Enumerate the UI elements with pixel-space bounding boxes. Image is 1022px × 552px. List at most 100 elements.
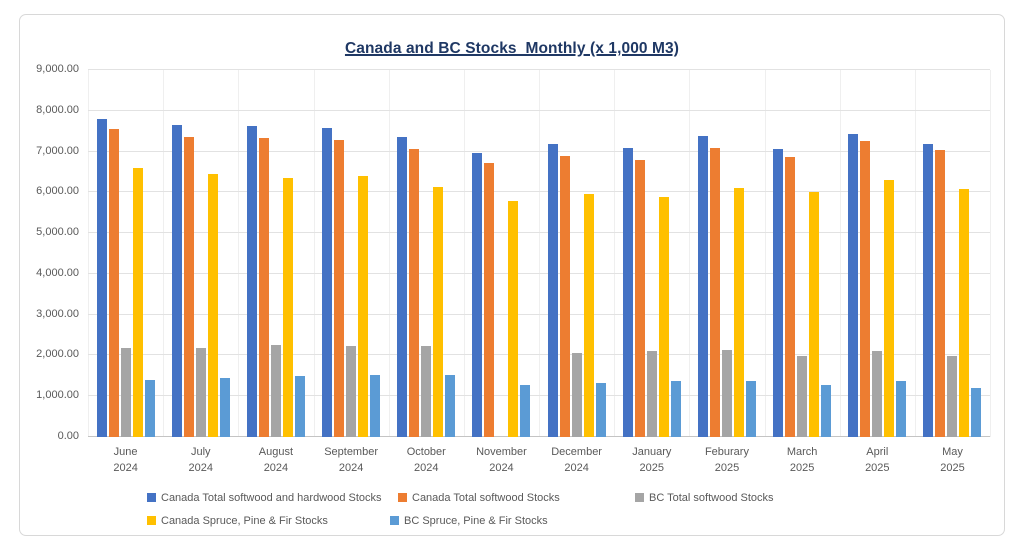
x-axis-label: November 2024 xyxy=(464,444,539,476)
gridline xyxy=(88,272,990,274)
month-label: Feburary xyxy=(704,446,749,458)
gridline xyxy=(88,395,990,397)
bar xyxy=(270,344,281,437)
gridline xyxy=(88,109,990,111)
vertical-gridline xyxy=(539,70,540,437)
gridline xyxy=(88,69,990,70)
vertical-gridline xyxy=(463,70,465,437)
bar xyxy=(397,137,408,437)
gridline xyxy=(88,436,990,437)
legend-item: Canada Spruce, Pine & Fir Stocks xyxy=(147,514,328,527)
bar-group-may xyxy=(915,70,990,437)
gridline xyxy=(88,313,990,315)
vertical-gridline xyxy=(990,70,991,437)
year-label: 2025 xyxy=(639,462,665,474)
month-label: May xyxy=(942,446,963,458)
bar xyxy=(721,350,732,437)
bar xyxy=(183,136,194,437)
bar xyxy=(120,348,131,437)
bar xyxy=(195,347,206,437)
bar xyxy=(785,157,796,437)
x-axis-label: December 2024 xyxy=(539,444,614,476)
y-axis-tick-label: 4,000.00 xyxy=(36,266,79,279)
x-axis-label: September 2024 xyxy=(314,444,389,476)
bar xyxy=(108,129,119,437)
bar xyxy=(622,147,633,437)
bar xyxy=(797,355,808,437)
x-axis-label: June 2024 xyxy=(88,444,163,476)
chart-title: Canada and BC Stocks Monthly (x 1,000 M3… xyxy=(344,40,680,57)
bar xyxy=(144,379,155,437)
bar xyxy=(559,155,570,437)
bar xyxy=(860,141,871,437)
year-label: 2024 xyxy=(263,462,289,474)
bar xyxy=(508,200,519,437)
legend-label: BC Spruce, Pine & Fir Stocks xyxy=(404,514,548,527)
x-axis-label: May 2025 xyxy=(915,444,990,476)
gridline xyxy=(88,354,990,356)
bar xyxy=(670,381,681,437)
bar xyxy=(132,167,143,437)
gridline xyxy=(88,150,990,152)
bar-group-june xyxy=(88,70,163,437)
y-axis-tick-label: 8,000.00 xyxy=(36,103,79,116)
bar xyxy=(472,152,483,437)
gridline xyxy=(88,191,990,193)
bar xyxy=(322,128,333,437)
bar-group-october xyxy=(389,70,464,437)
plot-area xyxy=(88,69,991,437)
bar xyxy=(433,187,444,437)
y-axis-tick-label: 6,000.00 xyxy=(36,185,79,198)
legend-marker xyxy=(635,493,644,502)
bar xyxy=(697,135,708,437)
legend-item: Canada Total softwood and hardwood Stock… xyxy=(147,491,382,504)
bar xyxy=(923,144,934,437)
year-label: 2024 xyxy=(414,462,439,474)
bar xyxy=(96,118,107,437)
year-label: 2024 xyxy=(489,462,514,474)
month-label: July xyxy=(190,446,211,458)
bar xyxy=(935,150,946,437)
vertical-gridline xyxy=(388,70,390,437)
bar-group-january xyxy=(614,70,689,437)
bar xyxy=(421,345,432,437)
bar xyxy=(207,174,218,437)
vertical-gridline xyxy=(839,70,841,437)
year-label: 2024 xyxy=(338,462,364,474)
bar xyxy=(282,177,293,437)
legend-marker xyxy=(398,493,407,502)
bar-group-august xyxy=(238,70,313,437)
y-axis-tick-label: 0.00 xyxy=(57,430,79,442)
bar xyxy=(409,149,420,437)
bar xyxy=(709,148,720,437)
bar xyxy=(658,196,669,437)
bar xyxy=(947,355,958,437)
year-label: 2024 xyxy=(564,462,589,474)
vertical-gridline xyxy=(914,70,916,437)
gridline xyxy=(88,232,990,234)
bar-group-feburary xyxy=(689,70,764,437)
bar xyxy=(294,376,305,437)
bar xyxy=(733,187,744,437)
bar-group-december xyxy=(539,70,614,437)
bar xyxy=(334,140,345,437)
bar xyxy=(258,138,269,437)
x-axis-label: August 2024 xyxy=(238,444,313,476)
bar xyxy=(445,375,456,437)
year-label: 2024 xyxy=(113,462,138,474)
bar-group-march xyxy=(765,70,840,437)
month-label: April xyxy=(866,446,889,458)
bar xyxy=(821,384,832,437)
vertical-gridline xyxy=(88,70,89,437)
bar-group-july xyxy=(163,70,238,437)
bar xyxy=(872,351,883,437)
year-label: 2025 xyxy=(789,462,815,474)
y-axis-tick-label: 9,000.00 xyxy=(36,63,79,75)
vertical-gridline xyxy=(238,70,240,437)
x-axis-label: April 2025 xyxy=(840,444,915,476)
y-axis-tick-label: 7,000.00 xyxy=(36,144,79,157)
bar xyxy=(219,377,230,437)
bar xyxy=(745,381,756,437)
vertical-gridline xyxy=(614,70,616,437)
